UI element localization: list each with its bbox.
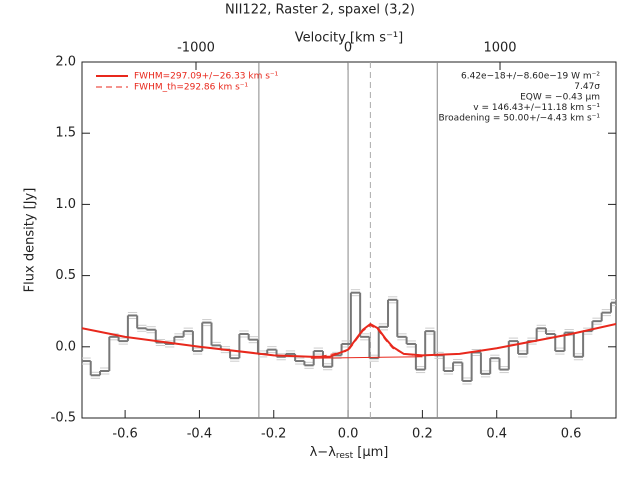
fit-line (82, 322, 616, 358)
x-tick-label: 0.2 (412, 427, 433, 442)
y-tick-label: 1.5 (55, 126, 76, 141)
y-tick-label: -0.5 (51, 411, 76, 426)
legend-label: FWHM_th=292.86 km s⁻¹ (134, 83, 249, 93)
x-label-sub: rest (336, 451, 354, 461)
plot-area (82, 62, 616, 418)
y-tick-label: 2.0 (55, 55, 76, 70)
fit-line (310, 324, 423, 359)
x-tick-label: 0.6 (561, 427, 582, 442)
annotation: Broadening = 50.00+/−4.43 km s⁻¹ (439, 114, 601, 124)
x-label-main: λ−λ (310, 445, 337, 460)
y-axis-label: Flux density [Jy] (23, 188, 38, 293)
x-tick-label: -0.6 (112, 427, 137, 442)
top-axis-label: Velocity [km s⁻¹] (295, 31, 403, 46)
y-tick-label: 1.0 (55, 197, 76, 212)
top-tick-label: -1000 (177, 41, 215, 56)
annotation: v = 146.43+/−11.18 km s⁻¹ (473, 103, 600, 113)
y-tick-label: 0.0 (55, 339, 76, 354)
x-axis-label: λ−λrest [μm] (310, 445, 389, 461)
top-tick-label: 1000 (483, 41, 516, 56)
x-label-unit: [μm] (353, 445, 388, 460)
y-tick-label: 0.5 (55, 268, 76, 283)
annotation: 6.42e−18+/−8.60e−19 W m⁻² (461, 72, 600, 82)
x-tick-label: -0.4 (187, 427, 212, 442)
top-tick-label: 0 (344, 41, 352, 56)
chart-title: NII122, Raster 2, spaxel (3,2) (225, 3, 415, 18)
x-tick-label: -0.2 (261, 427, 286, 442)
x-tick-label: 0.0 (338, 427, 359, 442)
annotation: EQW = −0.43 μm (520, 93, 600, 103)
legend-label: FWHM=297.09+/−26.33 km s⁻¹ (134, 72, 279, 82)
continuum-line (310, 356, 423, 359)
x-tick-label: 0.4 (486, 427, 507, 442)
plot-frame (81, 61, 617, 419)
annotation: 7.47σ (574, 82, 600, 92)
